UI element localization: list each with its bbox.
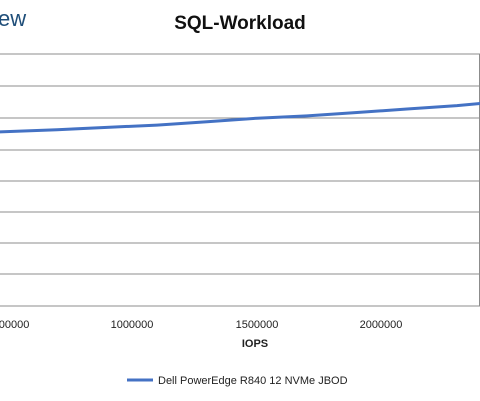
x-axis-label: IOPS: [242, 338, 268, 350]
x-tick-label: 2000000: [360, 319, 403, 331]
x-tick-label: 1500000: [236, 319, 279, 331]
x-tick-label: 1000000: [111, 319, 154, 331]
logo-text: ew: [0, 6, 27, 31]
legend-label: Dell PowerEdge R840 12 NVMe JBOD: [158, 375, 348, 387]
x-tick-labels: 0000001000000150000020000002: [0, 319, 403, 331]
series-lines: [0, 101, 480, 134]
x-tick-label: 000000: [0, 319, 29, 331]
gridlines: [0, 53, 480, 307]
chart-title: SQL-Workload: [174, 13, 306, 34]
legend: Dell PowerEdge R840 12 NVMe JBOD: [127, 375, 348, 387]
series-line: [0, 101, 480, 134]
